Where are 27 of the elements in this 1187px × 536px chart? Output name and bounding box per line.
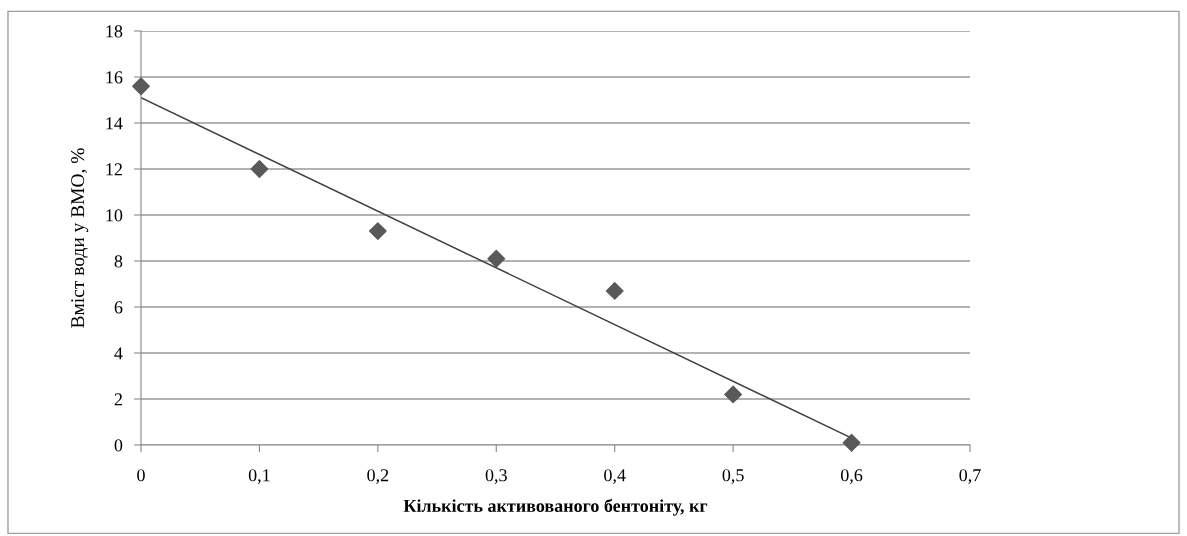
y-tick-label: 0 (114, 439, 123, 452)
x-tick-label: 0,7 (959, 469, 981, 484)
point (724, 385, 743, 404)
y-tick-label: 16 (106, 71, 123, 84)
y-tick-label: 4 (114, 347, 123, 360)
x-tick-label: 0 (137, 469, 145, 482)
y-tick-label: 12 (106, 163, 122, 176)
x-tick-label: 0,3 (485, 469, 507, 484)
y-tick-label: 2 (114, 393, 122, 406)
y-axis-title: Вміст води у ВМО, % (71, 148, 89, 328)
y-tick-label: 6 (114, 301, 123, 314)
y-tick-label: 14 (106, 117, 123, 130)
x-tick-label: 0,1 (248, 469, 270, 484)
x-axis-title: Кількість активованого бентоніту, кг (403, 498, 708, 516)
y-tick-label: 10 (106, 209, 123, 222)
point (368, 222, 387, 241)
y-tick-label: 18 (106, 25, 123, 38)
x-tick-label: 0,6 (840, 469, 863, 484)
point (487, 249, 506, 268)
point (842, 433, 861, 452)
x-tick-label: 0,5 (722, 469, 744, 484)
point (132, 77, 150, 96)
y-tick-label: 8 (114, 255, 123, 268)
x-tick-label: 0,4 (604, 469, 626, 484)
x-tick-label: 0,2 (367, 469, 389, 484)
point (250, 160, 269, 178)
point (605, 281, 624, 300)
